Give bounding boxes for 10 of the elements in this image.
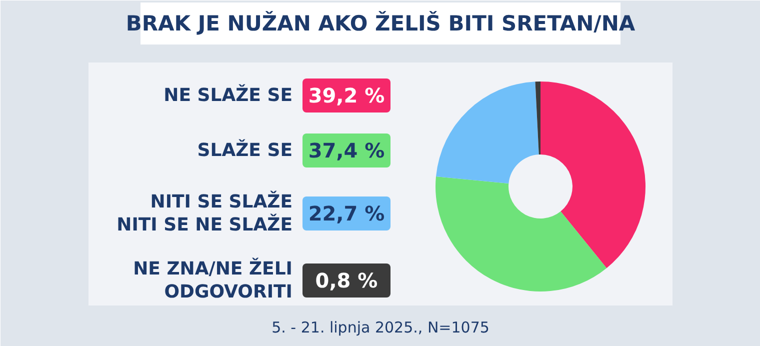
legend-label: NE SLAŽE SE — [164, 84, 293, 106]
legend-label: SLAŽE SE — [197, 139, 293, 161]
legend-label: NITI SE SLAŽE NITI SE NE SLAŽE — [116, 190, 293, 236]
data-label: 22,7 % — [308, 202, 385, 226]
data-label: 0,8 % — [315, 268, 378, 292]
data-label: 37,4 % — [308, 138, 385, 162]
legend-label: NE ZNA/NE ŽELI ODGOVORITI — [133, 257, 293, 303]
text: 5. - 21. lipnja 2025., N=1075 — [272, 318, 490, 336]
chart-title: BRAK JE NUŽAN AKO ŽELIŠ BITI SRETAN/NA — [126, 10, 636, 36]
data-label: 39,2 % — [308, 84, 385, 108]
